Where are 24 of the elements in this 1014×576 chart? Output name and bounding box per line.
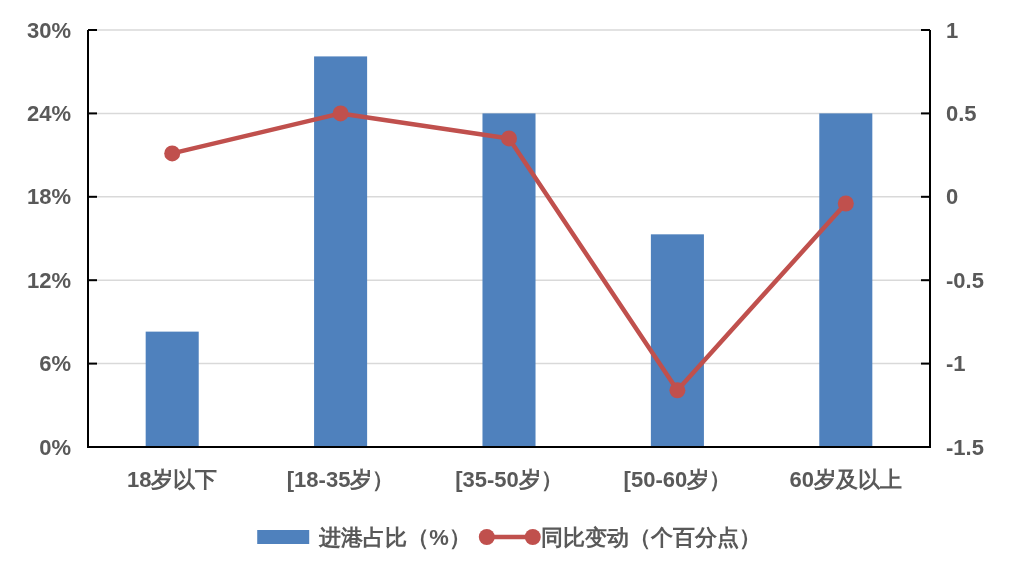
y-tick-label: 30% xyxy=(26,17,71,43)
y-tick-label: 0% xyxy=(39,434,71,460)
y2-tick-label: 1 xyxy=(946,17,959,43)
x-tick-label: 60岁及以上 xyxy=(789,466,903,492)
legend-label: 进港占比（%） xyxy=(318,524,471,550)
y2-tick-label: 0 xyxy=(946,184,959,210)
y-tick-label: 6% xyxy=(39,351,71,377)
y2-tick-label: -1.5 xyxy=(946,434,984,460)
point xyxy=(332,105,349,122)
y2-tick-label: 0.5 xyxy=(946,100,977,126)
legend-label: 同比变动（个百分点） xyxy=(540,524,761,550)
x-tick-label: [18-35岁） xyxy=(286,466,395,492)
x-tick-label: 18岁以下 xyxy=(126,466,218,492)
y2-tick-label: -0.5 xyxy=(946,267,984,293)
point xyxy=(164,145,181,162)
y2-tick-label: -1 xyxy=(946,351,966,377)
point xyxy=(669,382,686,399)
x-tick-label: [35-50岁） xyxy=(455,466,563,492)
point xyxy=(501,130,517,147)
y-tick-label: 12% xyxy=(26,267,71,293)
x-tick-label: [50-60岁） xyxy=(623,466,732,492)
y-tick-label: 24% xyxy=(26,100,71,126)
y-tick-label: 18% xyxy=(26,184,71,210)
point xyxy=(837,195,854,212)
